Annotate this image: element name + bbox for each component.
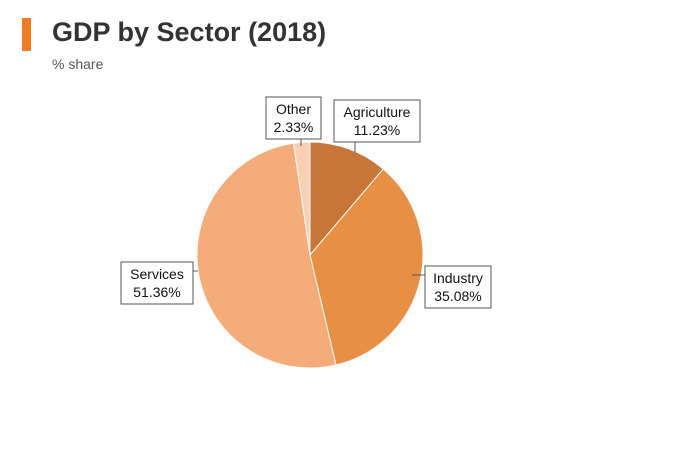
slice-value-other: 2.33% [274,119,314,135]
slice-label-other: Other [276,101,311,117]
slice-value-agriculture: 11.23% [354,122,400,138]
pie-slices [196,141,424,369]
pie-slice-industry[interactable] [309,168,424,366]
chart-subtitle: % share [52,56,104,72]
slice-value-services: 51.36% [133,284,180,300]
pie-slice-services[interactable] [196,142,337,369]
pie-slice-other[interactable] [292,141,311,256]
label-box-other [265,96,322,140]
label-box-services [120,261,194,305]
slice-labels: Agriculture 11.23% Industry 35.08% Services 5… [120,96,492,309]
slice-label-agriculture: Agriculture [344,104,411,120]
slice-label-industry: Industry [433,270,483,286]
title-accent-bar [22,18,31,51]
slice-label-services: Services [130,266,184,282]
slice-value-industry: 35.08% [434,288,481,304]
label-box-agriculture [333,99,421,143]
chart-title: GDP by Sector (2018) [52,17,327,47]
pie-slice-agriculture[interactable] [309,141,384,257]
label-box-industry [424,265,492,309]
